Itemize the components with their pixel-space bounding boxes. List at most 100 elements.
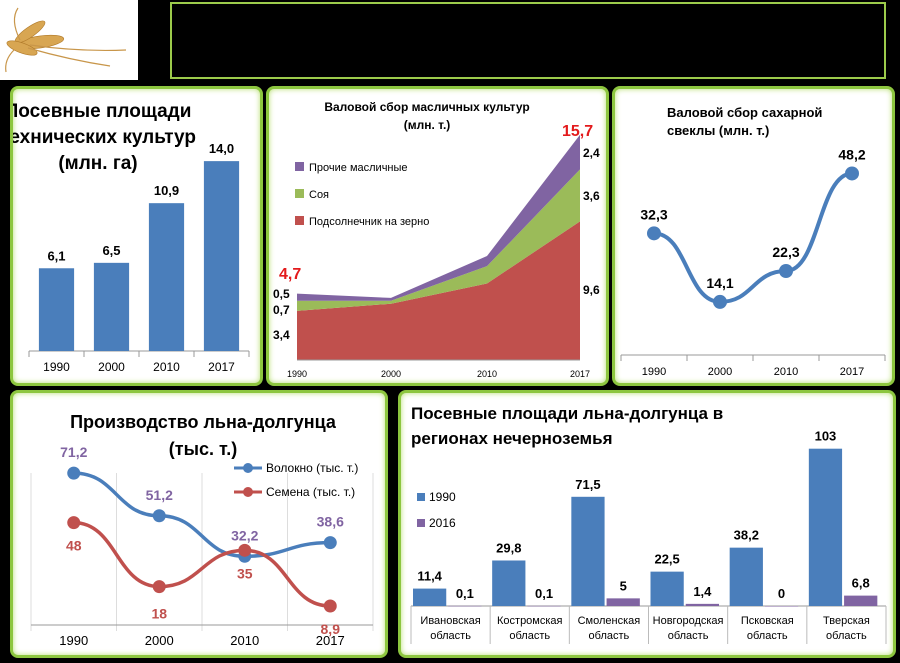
- chart5-bar-1990-1: [492, 560, 526, 606]
- chart4-point-0: [152, 509, 166, 523]
- chart5-bar-1990-5: [808, 448, 843, 606]
- chart4-x-tick-label: 2000: [145, 633, 174, 648]
- chart5-value-label-2016: 1,4: [693, 584, 712, 599]
- chart4-x-tick-label: 2010: [230, 633, 259, 648]
- chart4-x-tick-label: 2017: [316, 633, 345, 648]
- chart4-x-tick-label: 1990: [59, 633, 88, 648]
- chart4-legend-marker: [243, 463, 253, 473]
- chart5-bar-1990-2: [571, 496, 605, 606]
- chart5-value-label-2016: 0,1: [456, 586, 474, 601]
- chart2-area-0: [297, 221, 580, 360]
- panel-technical-crops: Посевные площади технических культур (млн.…: [10, 86, 263, 386]
- chart4-series-line-0: [73, 471, 331, 559]
- chart4-value-label-1: 48: [66, 538, 82, 554]
- chart2-title-line-0: Валовой сбор масличных культур: [324, 100, 529, 114]
- chart4-legend-marker: [243, 487, 253, 497]
- chart1-value-label: 10,9: [154, 183, 179, 198]
- chart3-point-2010: [779, 264, 793, 279]
- chart2-end-label: 3,6: [583, 189, 600, 203]
- chart4-value-label-1: 18: [151, 606, 167, 622]
- chart2-area-1: [297, 169, 580, 311]
- panel-sugar-beet: Валовой сбор сахарной свеклы (млн. т.) 32,…: [612, 86, 895, 386]
- chart1-bar-2000: [93, 262, 130, 351]
- chart-technical-crops-area: Посевные площади технических культур (млн.…: [13, 101, 250, 374]
- chart3-value-label: 22,3: [772, 244, 799, 260]
- chart5-bar-2016-1: [527, 605, 561, 607]
- chart5-x-tick-label: область: [589, 630, 630, 642]
- chart5-value-label-2016: 5: [620, 578, 627, 593]
- chart1-x-tick-label: 2000: [98, 360, 125, 374]
- chart2-x-tick-label: 2010: [477, 369, 497, 379]
- chart4-value-label-1: 8,9: [321, 621, 341, 637]
- chart1-x-tick-label: 2017: [208, 360, 235, 374]
- chart5-legend-swatch: [417, 493, 425, 501]
- chart2-end-label: 9,6: [583, 283, 600, 297]
- chart2-area-2: [297, 134, 580, 301]
- chart4-value-label-0: 71,2: [60, 444, 87, 460]
- chart5-bar-1990-0: [413, 588, 447, 606]
- chart1-value-label: 14,0: [209, 141, 234, 156]
- chart5-value-label-1990: 103: [815, 429, 837, 444]
- panel-flax-regions: Посевные площади льна-долгунца в регионах…: [398, 390, 896, 658]
- chart3-point-2000: [713, 294, 727, 309]
- chart5-x-tick-label: Тверская: [823, 615, 870, 627]
- chart5-bar-1990-4: [729, 547, 763, 606]
- chart4-point-1: [238, 543, 252, 557]
- chart3-title-line-1: свеклы (млн. т.): [667, 123, 769, 138]
- chart5-x-tick-label: Костромская: [497, 615, 563, 627]
- chart1-x-tick-label: 2010: [153, 360, 180, 374]
- chart5-bar-2016-0: [448, 605, 482, 607]
- chart2-legend-label: Подсолнечник на зерно: [309, 216, 429, 228]
- chart1-value-label: 6,5: [102, 243, 120, 258]
- chart4-point-1: [323, 599, 337, 613]
- chart2-x-tick-label: 2000: [381, 369, 401, 379]
- chart3-series-line: [653, 171, 853, 304]
- chart5-value-label-1990: 38,2: [734, 528, 759, 543]
- chart3-value-label: 32,3: [640, 206, 667, 222]
- panel-oilseed-harvest: Валовой сбор масличных культур (млн. т.) 1…: [266, 86, 609, 386]
- chart5-value-label-1990: 71,5: [575, 477, 600, 492]
- chart2-x-tick-label: 2017: [570, 369, 590, 379]
- chart1-title-line-1: технических культур: [13, 127, 196, 148]
- chart5-x-tick-label: область: [509, 630, 550, 642]
- chart4-point-0: [67, 466, 81, 480]
- chart5-title-line-0: Посевные площади льна-долгунца в: [411, 404, 723, 423]
- chart4-value-label-0: 51,2: [146, 487, 173, 503]
- chart5-x-tick-label: Псковская: [741, 615, 794, 627]
- chart3-x-tick-label: 1990: [642, 366, 666, 378]
- panel-flax-production: Производство льна-долгунца (тыс. т.) 71,2 5…: [10, 390, 388, 658]
- chart2-start-label: 3,4: [273, 328, 290, 342]
- chart5-x-tick-label: Новгородская: [653, 615, 724, 627]
- chart5-bar-2016-3: [685, 603, 719, 606]
- chart3-x-tick-label: 2000: [708, 366, 732, 378]
- chart5-bar-2016-2: [606, 598, 640, 606]
- chart5-x-tick-label: область: [430, 630, 471, 642]
- chart5-value-label-2016: 0,1: [535, 586, 553, 601]
- chart5-bar-2016-5: [844, 595, 878, 606]
- chart1-title-line-2: (млн. га): [58, 153, 137, 174]
- chart4-value-label-0: 38,6: [317, 514, 344, 530]
- chart5-legend-swatch: [417, 519, 425, 527]
- chart2-end-label: 2,4: [583, 146, 600, 160]
- chart3-title-line-0: Валовой сбор сахарной: [667, 105, 822, 120]
- chart4-legend-label: Волокно (тыс. т.): [266, 461, 358, 475]
- chart3-point-1990: [647, 226, 661, 241]
- chart-oilseed-harvest: Валовой сбор масличных культур (млн. т.) 1…: [273, 100, 600, 379]
- chart1-bar-2010: [148, 203, 185, 351]
- chart2-x-tick-label: 1990: [287, 369, 307, 379]
- chart3-point-2017: [845, 166, 859, 181]
- chart4-legend-label: Семена (тыс. т.): [266, 485, 355, 499]
- chart2-start-label: 0,7: [273, 303, 290, 317]
- chart3-x-tick-label: 2010: [774, 366, 798, 378]
- chart5-value-label-2016: 0: [778, 586, 785, 601]
- chart-flax-regions: Посевные площади льна-долгунца в регионах…: [410, 404, 887, 644]
- chart3-x-tick-label: 2017: [840, 366, 864, 378]
- chart4-value-label-1: 35: [237, 565, 253, 581]
- chart1-bar-2017: [203, 161, 240, 351]
- chart5-x-tick-label: Смоленская: [578, 615, 641, 627]
- chart5-x-tick-label: область: [747, 630, 788, 642]
- chart2-legend-swatch: [295, 216, 304, 225]
- chart5-value-label-1990: 29,8: [496, 540, 521, 555]
- chart5-x-tick-label: область: [826, 630, 867, 642]
- chart3-value-label: 48,2: [838, 146, 865, 162]
